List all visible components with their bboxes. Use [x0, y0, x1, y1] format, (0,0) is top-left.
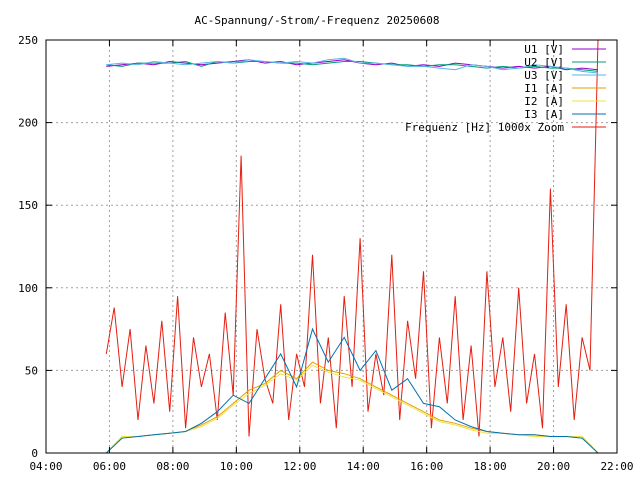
series-line-2: [106, 57, 599, 74]
x-tick-label: 16:00: [410, 460, 443, 473]
y-tick-label: 0: [31, 447, 38, 460]
x-tick-label: 10:00: [220, 460, 253, 473]
legend-label: I2 [A]: [524, 95, 564, 108]
plot-frame: [45, 39, 618, 454]
series-line-4: [105, 364, 599, 454]
y-tick-label: 150: [18, 199, 38, 212]
legend: U1 [V]U2 [V]U3 [V]I1 [A]I2 [A]I3 [A]Freq…: [405, 43, 606, 134]
x-tick-label: 08:00: [156, 460, 189, 473]
x-tick-label: 04:00: [29, 460, 62, 473]
chart-title: AC-Spannung/-Strom/-Frequenz 20250608: [194, 14, 439, 27]
y-tick-label: 200: [18, 117, 38, 130]
y-tick-label: 250: [18, 34, 38, 47]
series-line-1: [106, 60, 599, 72]
x-tick-label: 06:00: [93, 460, 126, 473]
ticks: 0 50 100 150 200 250 04:00 06:00 08:00 10:00 12:00…: [18, 34, 633, 473]
series-group: [105, 39, 599, 454]
y-tick-label: 50: [25, 364, 38, 377]
legend-label: Frequenz [Hz] 1000x Zoom: [405, 121, 564, 134]
legend-label: U3 [V]: [524, 69, 564, 82]
y-tick-label: 100: [18, 282, 38, 295]
grid: [46, 40, 617, 453]
legend-label: I3 [A]: [524, 108, 564, 121]
legend-label: I1 [A]: [524, 82, 564, 95]
series-line-5: [105, 327, 599, 454]
series-line-6: [105, 39, 599, 437]
legend-label: U2 [V]: [524, 56, 564, 69]
x-tick-label: 20:00: [537, 460, 570, 473]
legend-label: U1 [V]: [524, 43, 564, 56]
x-tick-label: 22:00: [600, 460, 633, 473]
x-tick-label: 18:00: [474, 460, 507, 473]
x-tick-label: 12:00: [283, 460, 316, 473]
x-tick-label: 14:00: [347, 460, 380, 473]
